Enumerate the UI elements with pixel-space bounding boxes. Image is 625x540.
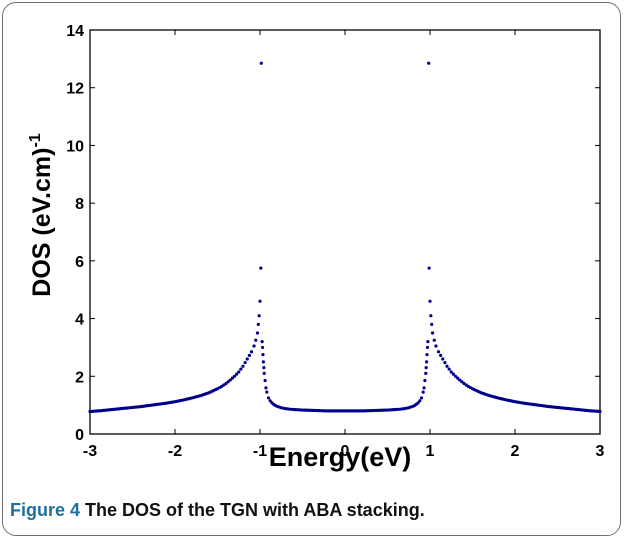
data-point [439,353,443,357]
x-tick-label: -3 [83,443,97,460]
data-points [88,61,602,414]
data-point [453,374,458,378]
data-point [254,338,258,342]
data-point [258,299,262,303]
data-point [426,340,430,344]
data-point [249,350,254,354]
data-point [263,379,267,383]
data-point [257,314,261,318]
caption-text: The DOS of the TGN with ABA stacking. [85,500,425,520]
data-point [445,364,449,368]
data-point [424,366,428,370]
y-axis-label: DOS (eV.cm)-1 [27,133,56,296]
y-tick-label: 2 [75,369,84,386]
data-point [260,340,264,344]
data-point [252,344,256,348]
data-point [264,386,268,390]
data-point [259,61,263,65]
data-point [418,399,422,403]
plot-border [89,29,601,435]
data-point [265,390,269,394]
data-point [421,390,425,394]
data-point [434,344,438,348]
x-tick-label: 1 [426,443,435,460]
x-tick-label: 3 [596,443,605,460]
y-tick-label: 4 [75,312,84,329]
data-point [427,266,431,270]
data-point [262,371,266,375]
y-tick-label: 0 [75,427,84,444]
data-point [261,360,265,364]
data-point [598,409,602,414]
data-point [232,374,237,378]
y-tick-label: 12 [66,81,84,98]
x-tick-label: -2 [168,443,182,460]
data-point [256,322,260,326]
data-point [460,380,464,384]
caption-label: Figure 4 [10,500,81,520]
x-axis-ticks: -3 -2 -1 0 1 2 3 [83,30,605,460]
data-point [230,376,234,380]
data-point [436,350,441,354]
data-point [237,370,241,374]
data-point [422,386,426,390]
data-point [262,366,266,370]
data-point [261,353,265,357]
x-tick-label: 2 [511,443,520,460]
x-axis-label: Energy(eV) [269,442,412,472]
data-point [427,61,431,65]
data-point [228,378,232,382]
data-point [243,360,247,365]
data-point [423,379,427,383]
data-point [456,376,460,380]
data-point [451,372,455,376]
data-point [430,322,434,326]
x-tick-label: -1 [253,443,267,460]
data-point [247,353,251,357]
svg-text:DOS (eV.cm)-1: DOS (eV.cm)-1 [27,133,56,296]
data-point [432,338,436,342]
y-axis-label-text: DOS (eV.cm) [28,148,56,297]
data-point [430,331,435,335]
data-point [449,370,453,374]
data-point [241,364,245,368]
data-point [266,396,271,400]
y-tick-label: 14 [66,23,84,40]
data-point [424,371,428,375]
data-point [458,378,462,382]
plot-area [89,29,601,435]
data-point [255,331,260,335]
figure-caption: Figure 4 The DOS of the TGN with ABA sta… [10,500,610,521]
data-point [441,357,445,361]
y-tick-label: 8 [75,196,84,213]
data-point [425,353,429,357]
data-point [425,345,430,350]
data-point [419,396,424,400]
data-point [259,266,263,270]
data-point [447,367,451,371]
data-point [428,299,432,303]
data-point [425,360,429,364]
data-point [226,380,230,384]
y-axis-ticks: 0 2 4 6 8 10 12 14 [66,23,600,444]
figure-frame [2,2,621,536]
y-tick-label: 10 [66,138,84,155]
data-point [245,357,249,361]
data-point [235,372,239,376]
x-tick-label: 0 [341,443,350,460]
data-point [224,381,228,386]
data-point [443,360,447,365]
data-point [239,367,243,371]
y-axis-label-superscript: -1 [27,133,44,147]
data-point [429,314,433,318]
y-tick-label: 6 [75,254,84,271]
data-point [260,345,265,350]
